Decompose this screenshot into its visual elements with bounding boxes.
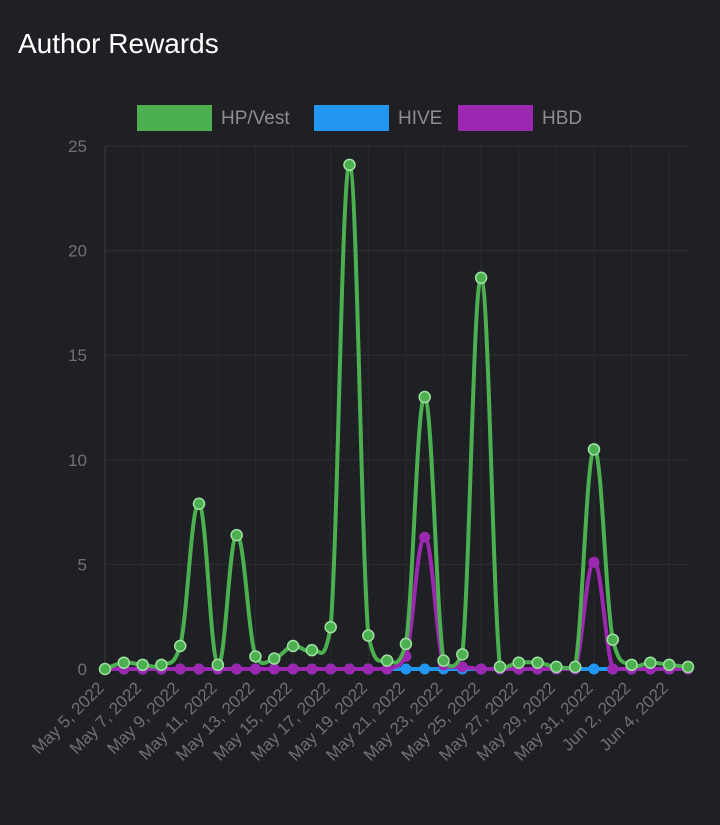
data-point-hbd[interactable] [343, 663, 355, 675]
data-point-hp-vest[interactable] [136, 658, 149, 672]
data-point-hp-vest[interactable] [474, 271, 488, 285]
data-point-hbd[interactable] [306, 663, 318, 675]
data-point-hbd[interactable] [381, 663, 393, 675]
data-point-hp-vest[interactable] [380, 654, 394, 667]
data-point-hp-vest[interactable] [268, 652, 281, 665]
data-point-hp-vest[interactable] [192, 497, 206, 510]
data-point-hp-vest[interactable] [606, 633, 620, 646]
data-point-hp-vest[interactable] [249, 650, 262, 663]
legend-item-hive[interactable]: HIVE [314, 105, 442, 131]
data-point-hp-vest[interactable] [362, 629, 375, 642]
data-point-hp-vest[interactable] [625, 658, 638, 672]
data-point-hp-vest[interactable] [512, 656, 525, 669]
data-point-hp-vest[interactable] [644, 656, 657, 669]
y-tick-label: 15 [68, 346, 87, 365]
data-point-hbd[interactable] [249, 663, 261, 675]
data-point-hbd[interactable] [193, 663, 205, 675]
data-point-hp-vest[interactable] [155, 658, 168, 672]
data-point-hp-vest[interactable] [437, 654, 450, 667]
data-point-hp-vest[interactable] [117, 656, 131, 669]
legend-swatch [458, 105, 533, 131]
data-point-hbd[interactable] [268, 663, 280, 675]
data-point-hp-vest[interactable] [305, 643, 319, 657]
data-point-hive[interactable] [588, 663, 600, 675]
series-hp-vest [98, 158, 695, 676]
data-point-hp-vest[interactable] [418, 390, 431, 404]
data-point-hp-vest[interactable] [568, 660, 582, 674]
data-point-hp-vest[interactable] [531, 656, 544, 669]
data-point-hp-vest[interactable] [211, 658, 225, 672]
data-point-hbd[interactable] [588, 556, 600, 568]
data-point-hp-vest[interactable] [550, 660, 563, 674]
data-point-hbd[interactable] [456, 661, 468, 673]
legend-swatch [314, 105, 389, 131]
data-point-hbd[interactable] [607, 663, 619, 675]
legend-item-hp-vest[interactable]: HP/Vest [137, 105, 290, 131]
y-tick-label: 20 [68, 242, 87, 261]
data-point-hp-vest[interactable] [662, 658, 676, 672]
data-point-hbd[interactable] [174, 663, 186, 675]
data-point-hive[interactable] [419, 663, 431, 675]
data-point-hbd[interactable] [419, 531, 431, 543]
y-tick-label: 25 [68, 137, 87, 156]
y-tick-label: 0 [78, 660, 87, 679]
data-point-hive[interactable] [400, 663, 412, 675]
data-point-hbd[interactable] [325, 663, 337, 675]
data-point-hbd[interactable] [362, 663, 374, 675]
page-title: Author Rewards [18, 28, 219, 59]
data-point-hp-vest[interactable] [324, 620, 337, 634]
data-point-hp-vest[interactable] [493, 660, 507, 674]
data-point-hbd[interactable] [231, 663, 243, 675]
data-point-hp-vest[interactable] [230, 528, 243, 542]
y-tick-label: 5 [78, 555, 87, 574]
data-point-hp-vest[interactable] [343, 158, 356, 172]
legend: HP/Vest HIVE HBD [137, 105, 582, 131]
legend-item-hbd[interactable]: HBD [458, 105, 582, 131]
data-point-hp-vest[interactable] [173, 639, 187, 653]
series-layer [98, 158, 695, 676]
data-point-hp-vest[interactable] [681, 660, 695, 674]
legend-swatch [137, 105, 212, 131]
data-point-hbd[interactable] [475, 663, 487, 675]
y-tick-label: 10 [68, 451, 87, 470]
grid [104, 145, 688, 670]
series-line-hbd [105, 535, 688, 671]
data-point-hp-vest[interactable] [456, 648, 469, 661]
y-axis: 0 5 10 15 20 25 [68, 137, 106, 679]
data-point-hp-vest[interactable] [98, 662, 112, 676]
data-point-hp-vest[interactable] [399, 637, 413, 651]
data-point-hbd[interactable] [287, 663, 299, 675]
legend-label: HBD [542, 108, 582, 129]
legend-label: HP/Vest [221, 108, 290, 129]
data-point-hp-vest[interactable] [587, 443, 601, 456]
legend-label: HIVE [398, 108, 442, 129]
data-point-hp-vest[interactable] [286, 639, 300, 653]
